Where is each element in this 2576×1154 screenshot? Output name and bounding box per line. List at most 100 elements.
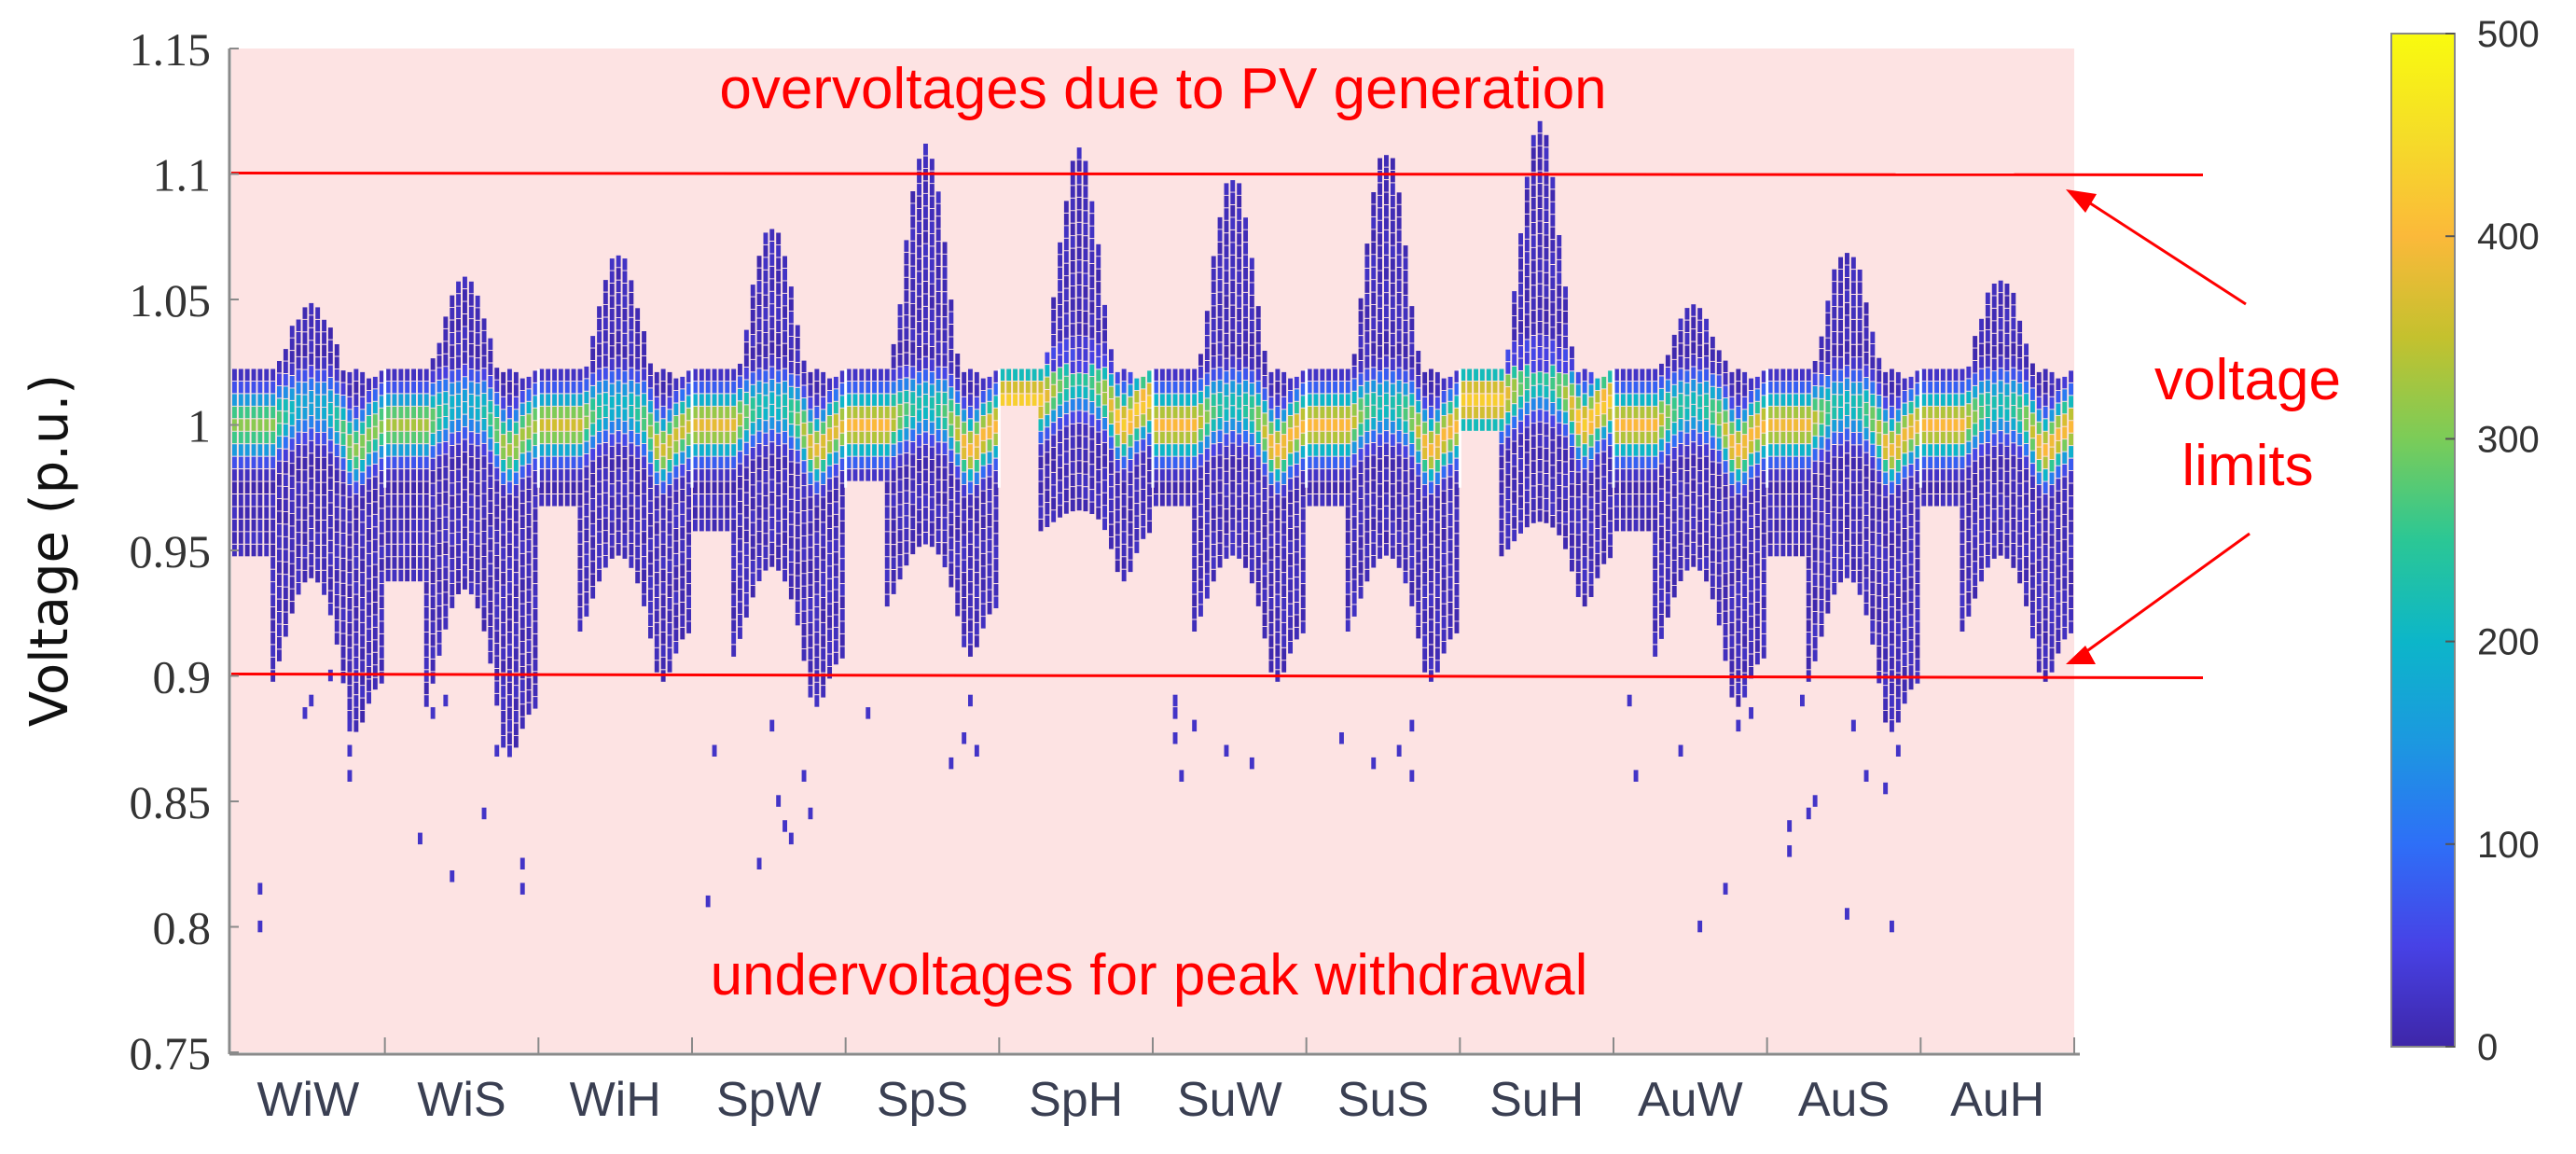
- heatmap-cell: [1096, 331, 1101, 344]
- heatmap-cell: [405, 431, 410, 444]
- heatmap-cell: [1294, 414, 1299, 426]
- heatmap-cell: [1665, 530, 1670, 543]
- heatmap-cell: [987, 439, 992, 452]
- heatmap-cell: [398, 406, 404, 419]
- heatmap-cell: [1441, 415, 1447, 428]
- heatmap-cell: [1608, 421, 1613, 433]
- heatmap-cell: [705, 456, 711, 469]
- heatmap-cell: [367, 440, 371, 453]
- heatmap-cell: [660, 481, 666, 494]
- heatmap-outlier-cell: [968, 694, 973, 707]
- heatmap-cell: [322, 407, 326, 420]
- heatmap-cell: [1345, 607, 1350, 619]
- heatmap-cell: [1134, 504, 1140, 516]
- heatmap-cell: [1243, 317, 1248, 330]
- heatmap-cell: [1454, 446, 1460, 458]
- heatmap-cell: [974, 384, 979, 396]
- heatmap-cell: [533, 534, 538, 546]
- heatmap-cell: [1378, 484, 1382, 496]
- heatmap-cell: [1409, 582, 1415, 594]
- heatmap-cell: [405, 406, 410, 419]
- heatmap-cell: [718, 469, 724, 481]
- heatmap-cell: [1141, 414, 1146, 426]
- heatmap-cell: [1281, 522, 1287, 535]
- heatmap-cell: [1006, 381, 1012, 394]
- heatmap-cell: [1378, 383, 1382, 396]
- heatmap-cell: [1058, 329, 1062, 342]
- heatmap-cell: [1653, 569, 1658, 582]
- heatmap-cell: [1671, 397, 1677, 410]
- heatmap-cell: [468, 444, 474, 457]
- heatmap-cell: [756, 306, 762, 318]
- heatmap-cell: [1659, 526, 1664, 539]
- heatmap-cell: [1557, 360, 1562, 372]
- heatmap-cell: [1045, 427, 1050, 439]
- heatmap-cell: [1742, 522, 1748, 535]
- heatmap-cell: [839, 521, 845, 534]
- heatmap-cell: [1422, 573, 1428, 585]
- heatmap-cell: [1083, 487, 1088, 499]
- heatmap-cell: [1422, 585, 1428, 597]
- heatmap-cell: [1518, 333, 1523, 346]
- heatmap-cell: [1147, 446, 1152, 458]
- heatmap-cell: [1204, 373, 1210, 385]
- heatmap-cell: [1530, 436, 1536, 449]
- heatmap-cell: [1390, 308, 1395, 321]
- heatmap-cell: [539, 444, 545, 456]
- heatmap-cell: [1390, 258, 1395, 271]
- heatmap-cell: [1051, 334, 1057, 347]
- heatmap-cell: [283, 349, 288, 361]
- heatmap-cell: [1665, 555, 1670, 568]
- heatmap-cell: [1544, 160, 1549, 173]
- heatmap-cell: [577, 431, 583, 444]
- heatmap-cell: [244, 419, 250, 431]
- heatmap-cell: [776, 521, 782, 534]
- heatmap-cell: [526, 539, 532, 552]
- heatmap-cell: [1447, 590, 1453, 602]
- heatmap-cell: [680, 590, 686, 602]
- heatmap-cell: [1076, 473, 1082, 486]
- heatmap-cell: [270, 657, 276, 670]
- heatmap-cell: [974, 548, 979, 560]
- heatmap-cell: [1575, 435, 1581, 447]
- heatmap-cell: [577, 519, 583, 532]
- heatmap-cell: [1288, 642, 1293, 654]
- heatmap-cell: [398, 519, 404, 532]
- heatmap-cell: [827, 541, 832, 553]
- heatmap-cell: [1537, 146, 1543, 159]
- heatmap-cell: [1320, 469, 1325, 481]
- heatmap-cell: [1121, 532, 1127, 544]
- heatmap-cell: [277, 523, 282, 536]
- heatmap-cell: [1505, 462, 1511, 475]
- heatmap-cell: [1710, 575, 1715, 587]
- heatmap-cell: [602, 493, 608, 506]
- heatmap-cell: [974, 410, 979, 422]
- heatmap-cell: [750, 297, 755, 310]
- heatmap-cell: [1320, 381, 1325, 394]
- heatmap-cell: [494, 593, 500, 605]
- heatmap-cell: [1409, 468, 1415, 481]
- heatmap-cell: [1754, 577, 1760, 590]
- heatmap-cell: [782, 343, 787, 356]
- heatmap-cell: [1742, 598, 1748, 610]
- heatmap-cell: [705, 444, 711, 456]
- heatmap-cell: [1378, 308, 1382, 321]
- heatmap-cell: [367, 391, 371, 403]
- heatmap-cell: [1588, 560, 1594, 573]
- heatmap-cell: [1479, 368, 1485, 381]
- heatmap-cell: [879, 381, 883, 394]
- heatmap-cell: [385, 481, 391, 494]
- heatmap-cell: [1224, 346, 1229, 358]
- heatmap-cell: [1736, 544, 1741, 557]
- heatmap-cell: [1345, 406, 1350, 419]
- heatmap-cell: [1378, 471, 1382, 484]
- heatmap-cell: [782, 318, 787, 331]
- heatmap-cell: [1416, 513, 1421, 526]
- heatmap-cell: [1530, 247, 1536, 260]
- heatmap-cell: [904, 353, 909, 365]
- heatmap-cell: [533, 521, 538, 534]
- heatmap-cell: [1364, 557, 1370, 569]
- heatmap-cell: [1364, 520, 1370, 532]
- heatmap-cell: [1403, 571, 1408, 584]
- heatmap-cell: [1550, 252, 1556, 264]
